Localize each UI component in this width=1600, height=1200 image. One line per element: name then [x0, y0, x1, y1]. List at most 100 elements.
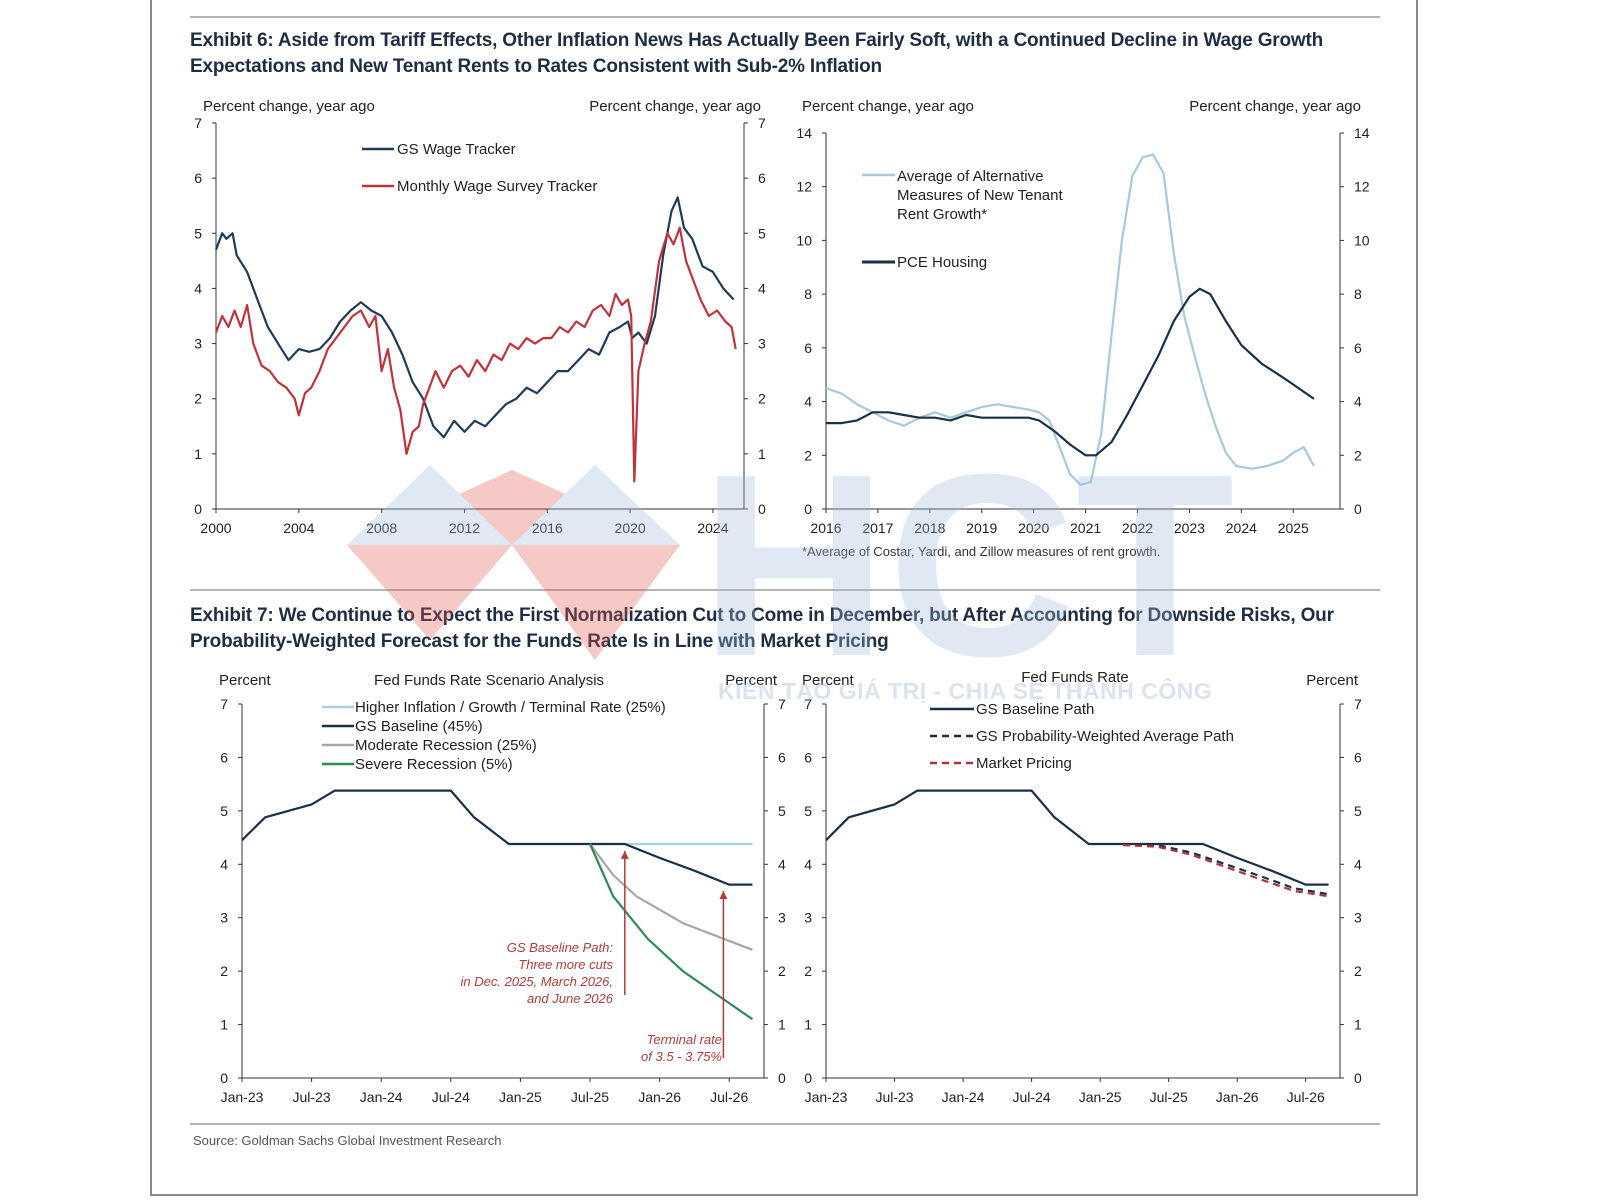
scenario-ytick-left-label: 3	[220, 910, 228, 926]
paths-ytick-right-label: 4	[1354, 856, 1362, 872]
scenario-annotation-cuts-line: GS Baseline Path:	[507, 940, 614, 955]
scenario-ytick-left-label: 6	[220, 749, 228, 765]
paths-title: Fed Funds Rate	[1021, 669, 1129, 686]
paths-series-1-line	[1122, 842, 1329, 896]
scenario-xtick-label: Jan-24	[360, 1089, 403, 1105]
exhibit-7-title-line-1: Exhibit 7: We Continue to Expect the Fir…	[190, 605, 1334, 626]
scenario-ytick-left-label: 5	[220, 803, 228, 819]
wage-ytick-left-label: 4	[194, 280, 202, 296]
rent-ytick-left-label: 0	[804, 501, 812, 517]
watermark-tagline: KIẾN TẠO GIÁ TRỊ - CHIA SẺ THÀNH CÔNG	[718, 678, 1213, 704]
rent-ytick-left-label: 6	[804, 340, 812, 356]
source-note: Source: Goldman Sachs Global Investment …	[193, 1133, 502, 1148]
rent-ytick-left-label: 12	[796, 179, 812, 195]
scenario-ytick-left-label: 1	[220, 1017, 228, 1033]
rent-ytick-left-label: 14	[796, 125, 812, 141]
scenario-ytick-left-label: 7	[220, 696, 228, 712]
rent-ytick-right-label: 14	[1354, 125, 1370, 141]
wage-ytick-left-label: 1	[194, 446, 202, 462]
scenario-arrowhead-cuts	[620, 850, 629, 859]
wage-ytick-right-label: 2	[758, 391, 766, 407]
wage-ylabel-left: Percent change, year ago	[203, 98, 375, 115]
rent-xtick-label: 2016	[810, 520, 841, 536]
scenario-legend-label-2: Moderate Recession (25%)	[355, 737, 537, 754]
paths-ytick-right-label: 5	[1354, 803, 1362, 819]
paths-ytick-left-label: 5	[804, 803, 812, 819]
exhibit-6-title-line-1: Exhibit 6: Aside from Tariff Effects, Ot…	[190, 30, 1324, 51]
paths-ylabel-left: Percent	[802, 672, 855, 689]
rent-ytick-left-label: 2	[804, 447, 812, 463]
wage-ytick-left-label: 7	[194, 115, 202, 131]
wage-ytick-right-label: 3	[758, 336, 766, 352]
paths-ytick-right-label: 7	[1354, 696, 1362, 712]
rent-ytick-right-label: 12	[1354, 179, 1370, 195]
paths-ylabel-right: Percent	[1306, 672, 1359, 689]
rent-legend-label-0-line: Average of Alternative	[897, 168, 1043, 185]
rent-xtick-label: 2024	[1226, 520, 1257, 536]
rent-xtick-label: 2025	[1278, 520, 1309, 536]
bottom-rule	[190, 1123, 1380, 1125]
scenario-ytick-right-label: 7	[778, 696, 786, 712]
rent-ytick-left-label: 10	[796, 232, 812, 248]
scenario-series-2-line	[589, 843, 753, 951]
rent-ylabel-left: Percent change, year ago	[802, 98, 974, 115]
scenario-annotation-cuts-line: Three more cuts	[518, 957, 613, 972]
wage-series-1-line	[214, 226, 737, 483]
rent-xtick-label: 2019	[966, 520, 997, 536]
wage-ytick-left-label: 2	[194, 391, 202, 407]
paths-xtick-label: Jan-25	[1079, 1089, 1122, 1105]
exhibit-7-title: Exhibit 7: We Continue to Expect the Fir…	[190, 603, 1350, 655]
scenario-ytick-right-label: 3	[778, 910, 786, 926]
rent-ytick-right-label: 2	[1354, 447, 1362, 463]
scenario-ytick-right-label: 2	[778, 963, 786, 979]
paths-ytick-right-label: 2	[1354, 963, 1362, 979]
paths-ytick-right-label: 0	[1354, 1070, 1362, 1086]
wage-ytick-right-label: 7	[758, 115, 766, 131]
paths-ytick-right-label: 6	[1354, 749, 1362, 765]
rent-xtick-label: 2020	[1018, 520, 1049, 536]
rent-ytick-right-label: 8	[1354, 286, 1362, 302]
rent-ytick-left-label: 8	[804, 286, 812, 302]
scenario-series-3-line	[588, 843, 754, 1021]
paths-xtick-label: Jul-24	[1013, 1089, 1051, 1105]
top-rule	[190, 16, 1380, 18]
rent-xtick-label: 2018	[914, 520, 945, 536]
wage-series-0-line	[214, 196, 735, 439]
rent-series-0-line	[825, 153, 1315, 486]
paths-ytick-left-label: 7	[804, 696, 812, 712]
paths-xtick-label: Jul-23	[875, 1089, 913, 1105]
scenario-title: Fed Funds Rate Scenario Analysis	[374, 672, 604, 689]
wage-xtick-label: 2000	[200, 520, 231, 536]
rent-xtick-label: 2017	[862, 520, 893, 536]
paths-legend-label-0: GS Baseline Path	[976, 701, 1094, 718]
wage-xtick-label: 2008	[366, 520, 397, 536]
scenario-xtick-label: Jul-24	[432, 1089, 470, 1105]
scenario-xtick-label: Jan-23	[221, 1089, 264, 1105]
scenario-legend-label-0: Higher Inflation / Growth / Terminal Rat…	[355, 699, 666, 716]
rent-footnote: *Average of Costar, Yardi, and Zillow me…	[802, 544, 1160, 559]
rent-xtick-label: 2021	[1070, 520, 1101, 536]
wage-ytick-right-label: 6	[758, 170, 766, 186]
scenario-xtick-label: Jan-25	[499, 1089, 542, 1105]
scenario-xtick-label: Jul-25	[571, 1089, 609, 1105]
scenario-series-1-line	[241, 789, 753, 886]
paths-series-0-line	[825, 789, 1329, 886]
rent-ytick-right-label: 0	[1354, 501, 1362, 517]
paths-legend-label-2: Market Pricing	[976, 755, 1072, 772]
scenario-ytick-right-label: 4	[778, 856, 786, 872]
middle-rule	[190, 589, 1380, 591]
wage-legend-label-0: GS Wage Tracker	[397, 141, 516, 158]
wage-ytick-right-label: 4	[758, 280, 766, 296]
paths-ytick-right-label: 3	[1354, 910, 1362, 926]
rent-xtick-label: 2023	[1174, 520, 1205, 536]
paths-ytick-left-label: 0	[804, 1070, 812, 1086]
paths-ytick-left-label: 4	[804, 856, 812, 872]
scenario-ytick-left-label: 2	[220, 963, 228, 979]
wage-ytick-right-label: 5	[758, 225, 766, 241]
scenario-legend-label-3: Severe Recession (5%)	[355, 756, 513, 773]
paths-xtick-label: Jan-23	[805, 1089, 848, 1105]
rent-legend-label-1: PCE Housing	[897, 254, 987, 271]
scenario-annotation-terminal-line: Terminal rate	[647, 1032, 722, 1047]
exhibit-7-title-line-2: Probability-Weighted Forecast for the Fu…	[190, 631, 889, 652]
